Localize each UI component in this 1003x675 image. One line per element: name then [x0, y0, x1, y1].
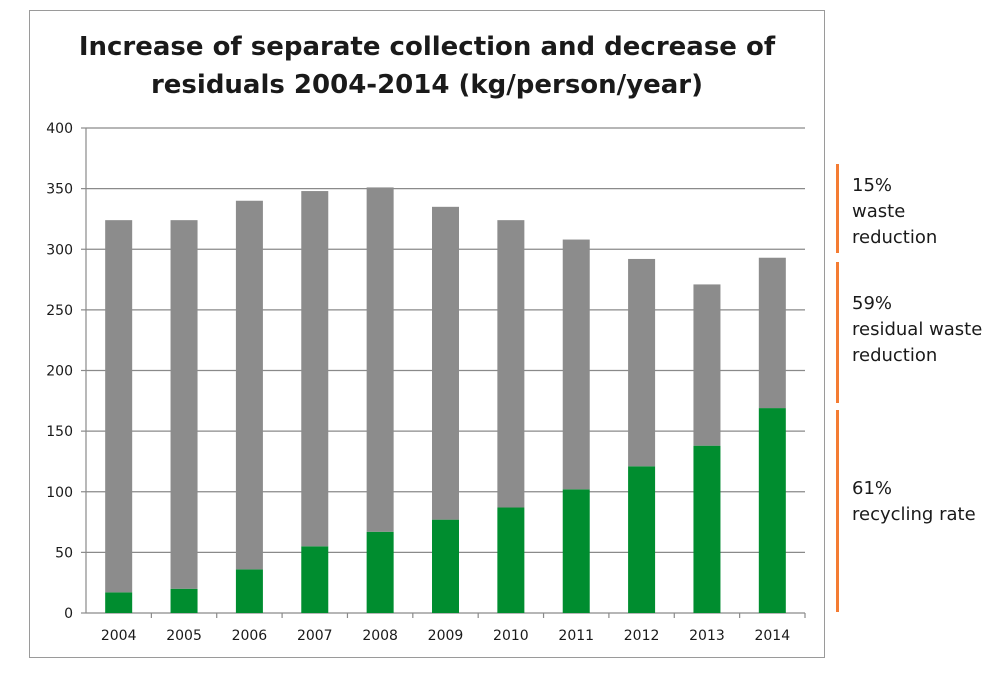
x-tick-label-2007: 2007 [297, 628, 333, 644]
annotation-residual-reduction-line-3: reduction [852, 345, 938, 366]
bars [105, 187, 786, 613]
bar-top-2004 [105, 220, 133, 593]
bar-bottom-2013 [693, 445, 721, 613]
x-tick-label-2011: 2011 [558, 628, 594, 644]
y-tick-label-250: 250 [46, 303, 73, 319]
x-tick-label-2004: 2004 [101, 628, 137, 644]
annotation-residual-reduction: 59% residual waste reduction [852, 291, 982, 369]
annotation-waste-reduction-line-2: waste [852, 201, 906, 222]
chart-title-line-1: Increase of separate collection and decr… [78, 32, 776, 62]
chart-title: Increase of separate collection and decr… [29, 28, 825, 104]
bar-bottom-2004 [105, 592, 133, 613]
y-tick-label-400: 400 [46, 121, 73, 137]
x-axis-ticks: 2004 2005 2006 2007 2008 2009 2010 2011 2012 2013… [101, 613, 806, 644]
y-tick-label-0: 0 [64, 606, 73, 622]
x-tick-label-2014: 2014 [754, 628, 790, 644]
x-tick-label-2008: 2008 [362, 628, 398, 644]
annotation-recycling-rate-percent: 61% [852, 478, 893, 499]
y-tick-label-200: 200 [46, 364, 73, 380]
annotation-bar-waste-reduction [836, 164, 839, 253]
bar-bottom-2009 [432, 519, 459, 613]
x-tick-label-2009: 2009 [428, 628, 464, 644]
bar-bottom-2008 [366, 531, 394, 613]
x-tick-label-2006: 2006 [232, 628, 268, 644]
annotation-waste-reduction-percent: 15% [852, 175, 893, 196]
y-tick-label-150: 150 [46, 424, 73, 440]
bar-bottom-2014 [758, 408, 786, 613]
y-axis-ticks: 0 50 100 150 200 250 300 350 400 [46, 121, 73, 622]
annotation-residual-reduction-percent: 59% [852, 293, 893, 314]
annotation-residual-reduction-line-2: residual waste [852, 319, 983, 340]
y-tick-label-100: 100 [46, 485, 73, 501]
bar-bottom-2012 [628, 466, 656, 613]
bar-top-2010 [497, 220, 525, 508]
y-tick-label-50: 50 [55, 545, 73, 561]
y-tick-label-300: 300 [46, 242, 73, 258]
y-tick-label-350: 350 [46, 182, 73, 198]
bar-bottom-2007 [301, 546, 329, 613]
bar-top-2009 [432, 206, 459, 520]
chart-frame [29, 10, 825, 658]
bar-top-2014 [758, 257, 786, 409]
bar-top-2006 [235, 200, 263, 570]
annotation-waste-reduction-line-3: reduction [852, 227, 938, 248]
bar-top-2012 [628, 258, 656, 467]
bar-bottom-2010 [497, 507, 525, 613]
x-tick-label-2012: 2012 [624, 628, 660, 644]
bar-top-2005 [170, 220, 198, 589]
bar-top-2011 [562, 239, 590, 490]
bar-bottom-2005 [170, 588, 198, 613]
bar-top-2013 [693, 284, 721, 446]
x-tick-label-2005: 2005 [166, 628, 202, 644]
annotation-recycling-rate-line-2: recycling rate [852, 504, 976, 525]
bar-bottom-2011 [562, 489, 590, 613]
bar-top-2008 [366, 187, 394, 532]
annotation-recycling-rate: 61% recycling rate [852, 476, 976, 528]
annotation-bar-residual-reduction [836, 262, 839, 403]
x-tick-label-2010: 2010 [493, 628, 529, 644]
x-tick-label-2013: 2013 [689, 628, 725, 644]
chart-title-line-2: residuals 2004-2014 (kg/person/year) [150, 70, 704, 100]
annotation-bar-recycling-rate [836, 410, 839, 612]
bar-top-2007 [301, 191, 329, 547]
bar-bottom-2006 [235, 569, 263, 613]
annotation-waste-reduction: 15% waste reduction [852, 173, 937, 251]
